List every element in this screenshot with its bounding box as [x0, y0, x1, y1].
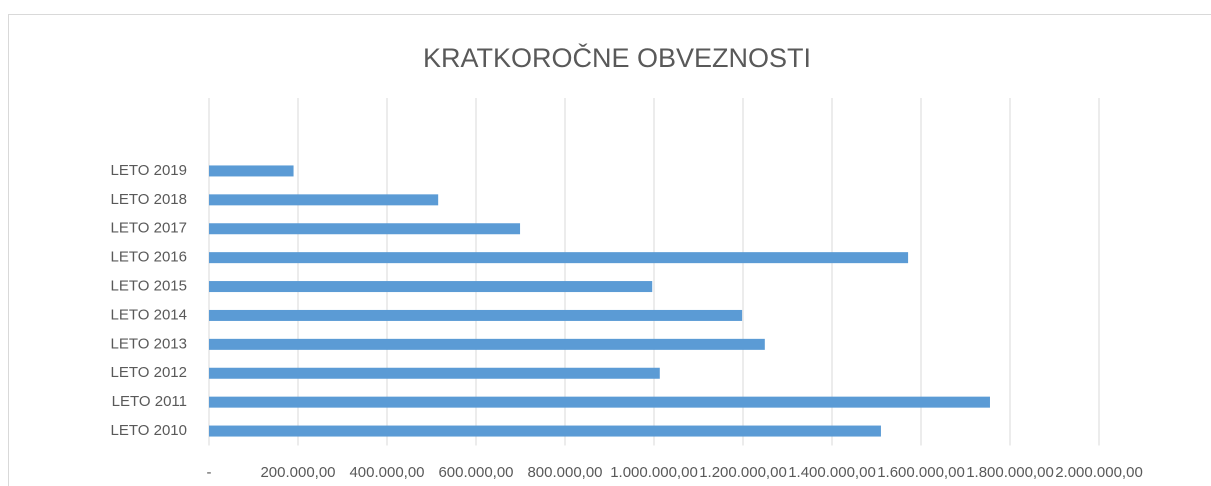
y-tick-label: LETO 2017: [111, 220, 187, 237]
x-tick-label: 800.000,00: [527, 464, 602, 481]
x-tick-label: 2.000.000,00: [1055, 464, 1143, 481]
bar: [209, 396, 990, 408]
bar: [209, 367, 660, 379]
x-tick-label: 1.800.000,00: [966, 464, 1054, 481]
x-tick-label: 1.200.000,00: [699, 464, 787, 481]
y-tick-label: LETO 2010: [111, 422, 187, 439]
y-tick-label: LETO 2013: [111, 335, 187, 352]
bar: [209, 194, 439, 206]
chart-title: KRATKOROČNE OBVEZNOSTI: [423, 42, 811, 73]
bar: [209, 252, 909, 264]
y-tick-label: LETO 2018: [111, 191, 187, 208]
bar: [209, 281, 653, 293]
y-tick-label: LETO 2016: [111, 249, 187, 266]
bar: [209, 425, 881, 437]
x-tick-label: 1.600.000,00: [877, 464, 965, 481]
x-tick-label: 1.000.000,00: [610, 464, 698, 481]
y-tick-label: LETO 2014: [111, 306, 187, 323]
chart-frame: [8, 14, 1211, 486]
x-tick-label: 600.000,00: [438, 464, 513, 481]
bar: [209, 223, 521, 235]
y-tick-label: LETO 2019: [111, 162, 187, 179]
x-tick-label: -: [207, 464, 212, 481]
y-tick-label: LETO 2011: [112, 393, 187, 410]
x-tick-label: 1.400.000,00: [788, 464, 876, 481]
bar: [209, 309, 743, 321]
bar: [209, 338, 765, 350]
x-tick-label: 400.000,00: [349, 464, 424, 481]
y-tick-label: LETO 2012: [111, 364, 187, 381]
bar: [209, 165, 294, 177]
y-tick-label: LETO 2015: [111, 278, 187, 295]
x-tick-label: 200.000,00: [260, 464, 335, 481]
